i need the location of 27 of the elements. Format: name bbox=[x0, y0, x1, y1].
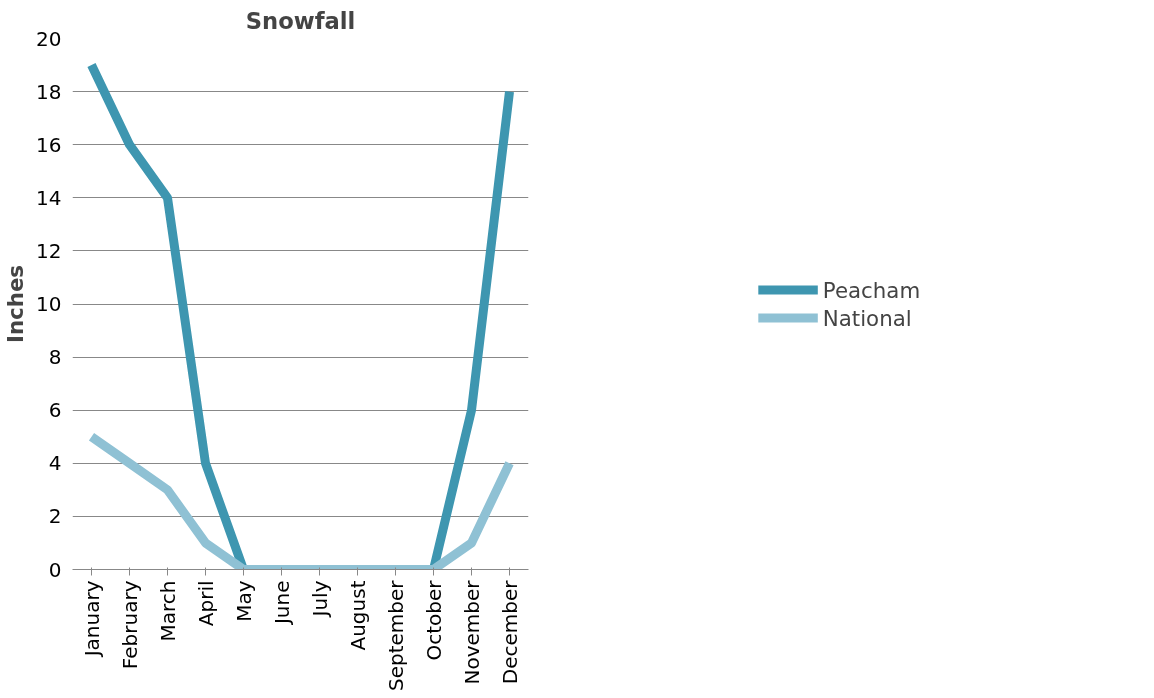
x-tick-label: February bbox=[117, 580, 142, 670]
legend-label: Peacham bbox=[822, 277, 921, 302]
y-tick-label: 18 bbox=[36, 79, 62, 104]
y-tick-label: 10 bbox=[36, 292, 62, 316]
x-tick-label: December bbox=[497, 579, 522, 685]
x-tick-label: May bbox=[231, 580, 256, 622]
y-tick-label: 6 bbox=[48, 398, 62, 423]
y-tick-label: 4 bbox=[48, 451, 62, 476]
x-tick-label: June bbox=[269, 580, 294, 627]
x-tick-label: October bbox=[421, 579, 446, 661]
y-tick-label: 8 bbox=[48, 345, 62, 370]
x-tick-label: January bbox=[79, 580, 104, 659]
chart-title: Snowfall bbox=[245, 7, 356, 34]
x-tick-label: August bbox=[345, 580, 370, 651]
x-tick-label: July bbox=[307, 580, 332, 619]
y-tick-label: 20 bbox=[36, 26, 62, 51]
y-tick-label: 12 bbox=[36, 238, 62, 263]
y-tick-label: 16 bbox=[36, 132, 62, 157]
x-tick-label: April bbox=[193, 580, 218, 627]
y-tick-label: 0 bbox=[48, 557, 62, 582]
y-tick-label: 14 bbox=[36, 185, 62, 210]
legend-label: National bbox=[822, 305, 912, 330]
x-tick-label: November bbox=[459, 579, 484, 685]
x-tick-label: March bbox=[155, 580, 180, 642]
x-tick-label: September bbox=[383, 579, 408, 692]
y-tick-label: 2 bbox=[48, 504, 62, 529]
y-axis-title: Inches bbox=[3, 264, 29, 344]
